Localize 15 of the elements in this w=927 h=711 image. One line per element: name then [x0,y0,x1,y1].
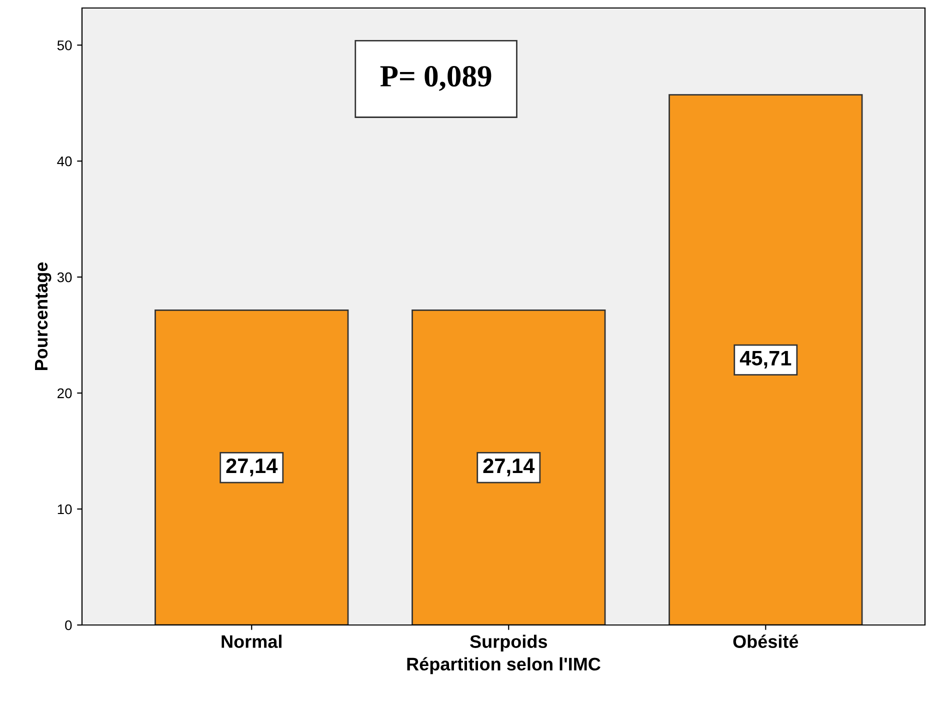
data-label: 27,14 [226,458,278,476]
y-tick-label: 40 [57,156,72,166]
y-tick-label: 50 [57,40,72,50]
x-axis-title: Répartition selon l'IMC [407,657,600,674]
data-label: 27,14 [483,458,535,476]
y-tick-label: 30 [57,272,72,282]
y-tick-label: 20 [58,388,72,398]
data-label: 45,71 [740,350,792,369]
annotation: P= 0,089 [380,66,492,92]
x-tick-label: Obésité [733,634,798,648]
x-tick-label: Surpoids [470,634,548,652]
y-tick-label: 0 [65,620,72,630]
x-tick-label: Normal [222,634,282,648]
y-tick-label: 10 [58,504,72,514]
y-axis-title: Pourcentage [35,262,52,370]
